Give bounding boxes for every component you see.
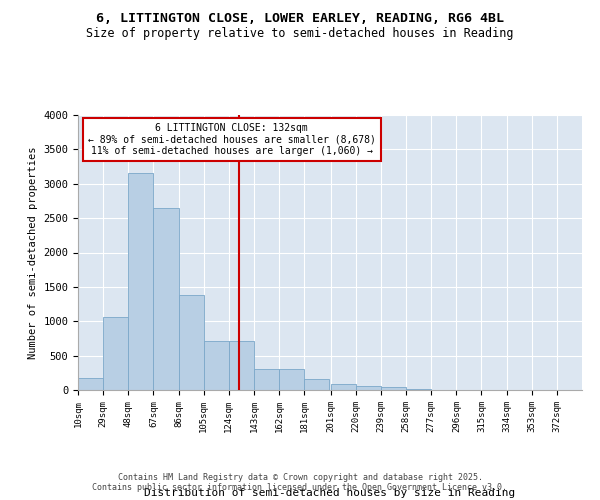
Bar xyxy=(103,317,128,390)
Bar xyxy=(331,384,356,390)
Bar xyxy=(128,174,154,390)
Bar xyxy=(203,340,229,390)
Bar xyxy=(279,370,304,390)
Bar xyxy=(78,378,103,390)
X-axis label: Distribution of semi-detached houses by size in Reading: Distribution of semi-detached houses by … xyxy=(145,488,515,498)
Text: Contains HM Land Registry data © Crown copyright and database right 2025.
Contai: Contains HM Land Registry data © Crown c… xyxy=(92,473,508,492)
Bar xyxy=(229,340,254,390)
Bar xyxy=(381,387,406,390)
Bar xyxy=(179,295,203,390)
Bar xyxy=(406,389,431,390)
Y-axis label: Number of semi-detached properties: Number of semi-detached properties xyxy=(28,146,38,359)
Text: 6 LITTINGTON CLOSE: 132sqm
← 89% of semi-detached houses are smaller (8,678)
11%: 6 LITTINGTON CLOSE: 132sqm ← 89% of semi… xyxy=(88,123,376,156)
Text: Size of property relative to semi-detached houses in Reading: Size of property relative to semi-detach… xyxy=(86,28,514,40)
Bar xyxy=(154,208,179,390)
Bar xyxy=(304,380,329,390)
Bar xyxy=(356,386,381,390)
Bar xyxy=(254,370,279,390)
Text: 6, LITTINGTON CLOSE, LOWER EARLEY, READING, RG6 4BL: 6, LITTINGTON CLOSE, LOWER EARLEY, READI… xyxy=(96,12,504,26)
